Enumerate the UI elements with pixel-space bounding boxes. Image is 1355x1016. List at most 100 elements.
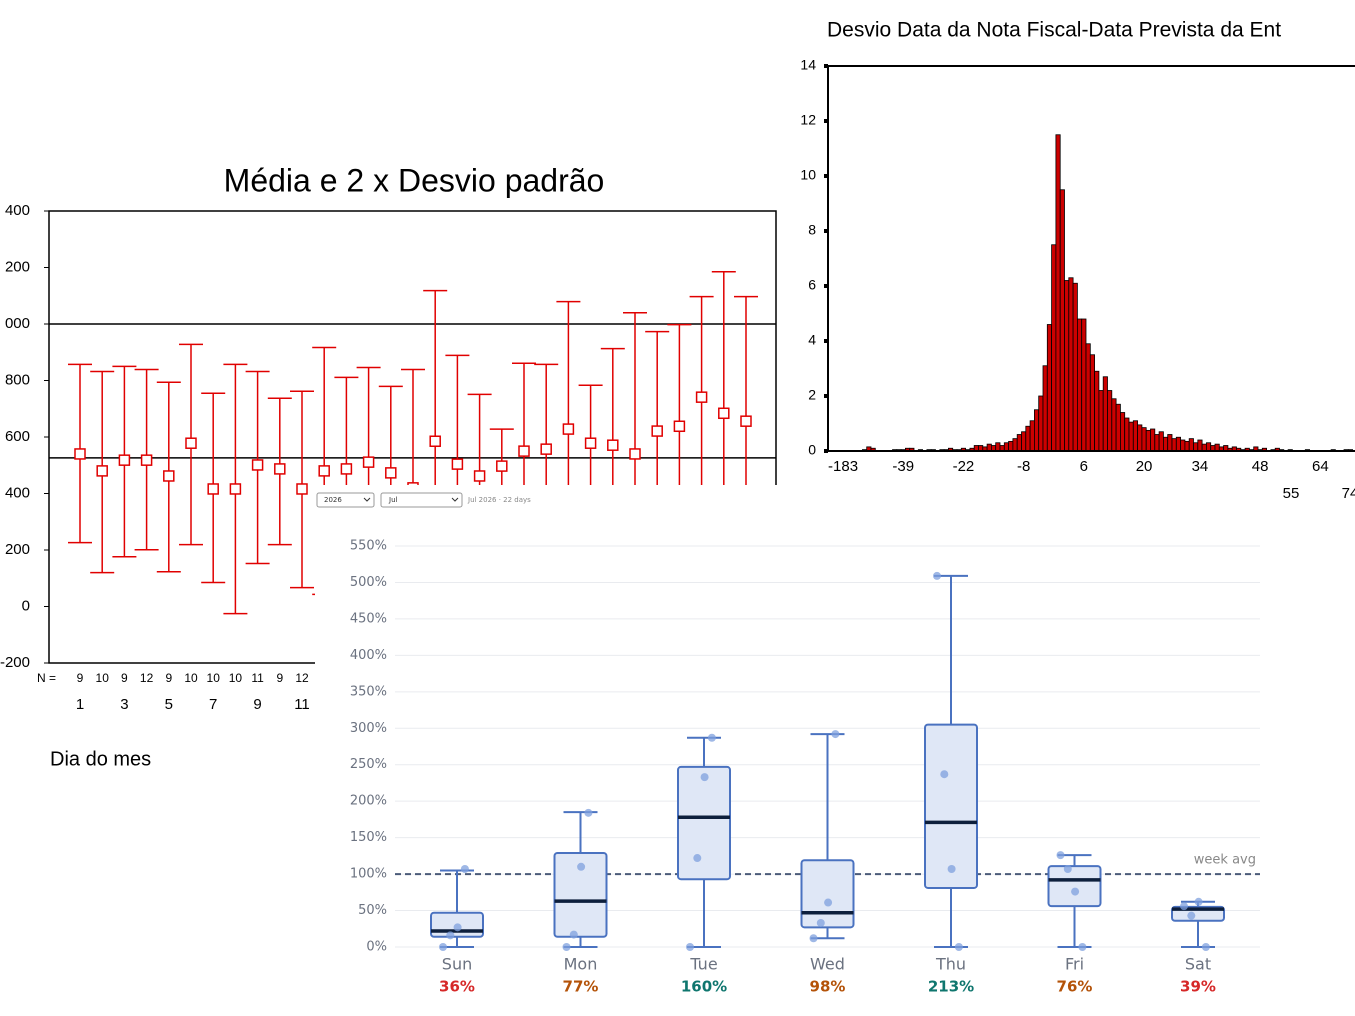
bar bbox=[1150, 428, 1156, 452]
mean-marker bbox=[118, 454, 131, 466]
y-tick bbox=[824, 64, 828, 68]
n-count: 10 bbox=[96, 671, 110, 685]
bar bbox=[1158, 431, 1164, 452]
data-point bbox=[824, 898, 833, 907]
y-tick-label: 0 bbox=[22, 597, 30, 614]
dropdown-arrow bbox=[451, 497, 459, 502]
x-tick-label: 20 bbox=[1136, 458, 1153, 475]
data-point bbox=[693, 854, 702, 863]
bar bbox=[1180, 439, 1186, 452]
y-tick-label: 000 bbox=[5, 315, 30, 332]
histogram-chart: Desvio Data da Nota Fiscal-Data Prevista… bbox=[800, 19, 1355, 502]
chart-title: Desvio Data da Nota Fiscal-Data Prevista… bbox=[827, 19, 1281, 42]
bar bbox=[1167, 434, 1173, 452]
x-tick-label: -183 bbox=[828, 458, 858, 475]
y-tick-label: 10 bbox=[800, 167, 816, 183]
data-point bbox=[1063, 864, 1072, 873]
bar bbox=[1107, 390, 1113, 452]
mean-marker bbox=[340, 463, 353, 475]
bar bbox=[1025, 425, 1031, 452]
data-point bbox=[1180, 902, 1188, 911]
x-tick-label: -39 bbox=[892, 458, 914, 475]
bar bbox=[1193, 442, 1199, 452]
bar bbox=[1175, 436, 1182, 452]
y-tick-label: 100% bbox=[350, 867, 387, 882]
y-tick-label: 500% bbox=[350, 575, 387, 590]
bar bbox=[1089, 354, 1096, 452]
bar bbox=[995, 442, 1001, 452]
mean-marker bbox=[651, 425, 663, 437]
data-point bbox=[1194, 897, 1203, 906]
data-point bbox=[707, 733, 716, 742]
box-chart: 2026 Jul Jul 2026 · 22 days 0% 50% 100% 150% 20… bbox=[315, 485, 1355, 1016]
x-tick-label: 11 bbox=[294, 696, 310, 713]
bar bbox=[1137, 424, 1143, 452]
y-tick-label: 14 bbox=[800, 57, 816, 73]
mean-marker bbox=[584, 437, 597, 449]
mean-marker bbox=[540, 443, 552, 455]
y-tick-label: 350% bbox=[350, 684, 387, 699]
mean-marker bbox=[74, 448, 86, 460]
bar bbox=[1038, 395, 1044, 452]
mean-marker bbox=[251, 459, 264, 471]
average-label: 213% bbox=[928, 978, 974, 996]
average-label: 39% bbox=[1180, 978, 1216, 996]
average-label: 160% bbox=[681, 978, 727, 996]
bar bbox=[1072, 282, 1078, 452]
x-tick-label: Sun bbox=[442, 955, 472, 974]
n-label: N = bbox=[37, 671, 56, 685]
bar bbox=[1163, 436, 1169, 452]
bar bbox=[1197, 439, 1203, 452]
y-tick-label: 550% bbox=[350, 539, 387, 554]
x-tick-label: 6 bbox=[1080, 458, 1088, 475]
bar bbox=[1059, 189, 1065, 452]
bar bbox=[1003, 442, 1009, 452]
n-count: 9 bbox=[276, 671, 283, 685]
data-point bbox=[569, 930, 578, 939]
bar bbox=[1021, 431, 1027, 452]
data-point bbox=[1078, 943, 1087, 951]
x-tick-label: 1 bbox=[76, 696, 84, 713]
data-point bbox=[584, 808, 593, 817]
x-tick-label: 34 bbox=[1192, 458, 1209, 475]
bar bbox=[1141, 427, 1147, 452]
bar bbox=[1042, 365, 1048, 452]
year-select-text: 2026 bbox=[324, 496, 342, 504]
y-tick-label: -200 bbox=[0, 654, 30, 671]
bar bbox=[1094, 370, 1100, 452]
bar bbox=[986, 443, 992, 452]
bar bbox=[1111, 398, 1117, 452]
x-axis-label: Dia do mes bbox=[50, 748, 151, 770]
x-tick-label: -8 bbox=[1017, 458, 1030, 475]
y-tick-label: 6 bbox=[808, 277, 816, 293]
y-tick-label: 50% bbox=[358, 903, 387, 918]
box bbox=[924, 723, 978, 889]
n-count: 9 bbox=[121, 671, 128, 685]
bar bbox=[1184, 440, 1190, 452]
y-tick bbox=[824, 449, 828, 453]
mean-marker bbox=[429, 435, 441, 447]
year-select[interactable] bbox=[316, 492, 375, 508]
x-tick-label: 55 bbox=[1283, 485, 1300, 502]
bar bbox=[1188, 438, 1194, 452]
month-select[interactable] bbox=[380, 492, 463, 508]
box bbox=[677, 765, 731, 881]
data-point bbox=[1071, 887, 1080, 896]
bar bbox=[1115, 403, 1121, 452]
y-tick-label: 400 bbox=[5, 202, 30, 219]
x-tick-label: 7 bbox=[209, 696, 217, 713]
y-tick bbox=[824, 284, 828, 288]
period-summary: Jul 2026 · 22 days bbox=[467, 496, 531, 504]
data-point bbox=[947, 864, 956, 873]
bar bbox=[1102, 376, 1108, 452]
data-point bbox=[831, 730, 840, 739]
y-tick bbox=[824, 229, 828, 233]
y-tick bbox=[824, 174, 828, 178]
dropdown-arrow bbox=[363, 497, 371, 502]
y-tick-label: 2 bbox=[808, 387, 816, 403]
n-count: 10 bbox=[207, 671, 221, 685]
mean-marker bbox=[518, 445, 530, 457]
y-tick-label: 600 bbox=[5, 428, 30, 445]
mean-marker bbox=[140, 454, 153, 466]
bar bbox=[1154, 434, 1160, 452]
